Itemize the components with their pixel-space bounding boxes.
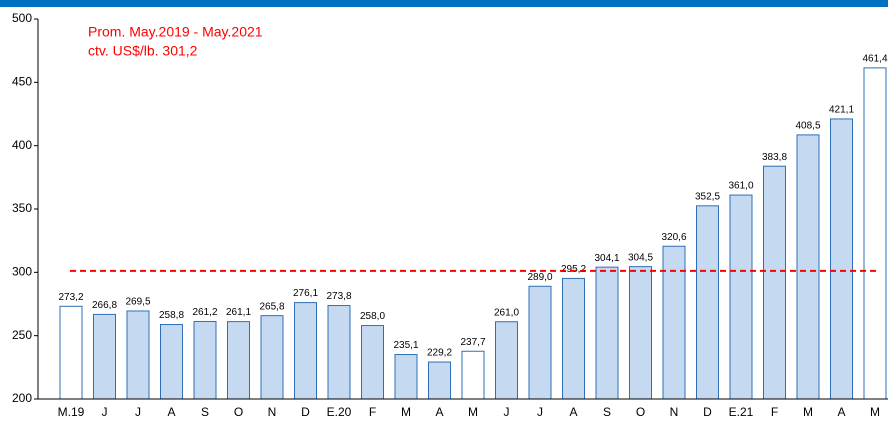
- x-tick-label: D: [301, 405, 310, 419]
- value-label: 421,1: [829, 105, 854, 116]
- value-label: 258,8: [159, 310, 184, 321]
- value-label: 295,2: [561, 264, 586, 275]
- x-tick-label: F: [369, 405, 376, 419]
- y-tick-label: 300: [12, 265, 32, 279]
- value-label: 261,0: [494, 307, 519, 318]
- bar: [93, 313, 116, 400]
- bar: [394, 354, 418, 400]
- y-tick-label: 500: [12, 11, 32, 25]
- value-label: 461,4: [862, 54, 887, 65]
- value-label: 408,5: [795, 121, 820, 132]
- x-tick-label: J: [135, 405, 141, 419]
- value-label: 265,8: [259, 301, 284, 312]
- value-label: 269,5: [125, 297, 150, 308]
- bar: [294, 302, 317, 400]
- x-tick-label: J: [102, 405, 108, 419]
- x-tick-label: S: [201, 405, 209, 419]
- value-label: 273,8: [326, 291, 351, 302]
- x-tick-label: N: [670, 405, 679, 419]
- bar: [528, 285, 552, 400]
- x-tick-label: O: [636, 405, 645, 419]
- bar: [59, 305, 83, 400]
- bar: [629, 266, 652, 400]
- value-label: 229,2: [427, 348, 452, 359]
- x-tick-label: A: [569, 405, 577, 419]
- bar: [729, 194, 753, 400]
- bar: [595, 266, 619, 400]
- bar: [327, 305, 351, 400]
- bar: [461, 350, 485, 400]
- value-label: 304,1: [594, 253, 619, 264]
- value-label: 352,5: [695, 191, 720, 202]
- x-tick-label: M: [468, 405, 478, 419]
- value-label: 383,8: [762, 152, 787, 163]
- x-tick-label: M: [870, 405, 880, 419]
- bar: [126, 310, 150, 400]
- x-tick-label: E.21: [729, 405, 754, 419]
- y-tick-label: 200: [12, 391, 32, 405]
- x-tick-label: S: [603, 405, 611, 419]
- annotation: ctv. US$/lb. 301,2: [88, 43, 198, 59]
- bar: [227, 321, 250, 400]
- bar: [863, 67, 887, 400]
- value-label: 361,0: [728, 181, 753, 192]
- x-tick-label: M: [803, 405, 813, 419]
- header-strip: [0, 0, 888, 7]
- x-tick-label: A: [435, 405, 443, 419]
- value-label: 273,2: [58, 292, 83, 303]
- x-tick-label: M.19: [58, 405, 85, 419]
- y-tick-label: 400: [12, 138, 32, 152]
- x-tick-label: N: [268, 405, 277, 419]
- y-tick-label: 350: [12, 201, 32, 215]
- value-label: 261,2: [192, 307, 217, 318]
- x-tick-label: J: [537, 405, 543, 419]
- x-tick-label: F: [771, 405, 778, 419]
- x-tick-label: M: [401, 405, 411, 419]
- bar: [830, 118, 853, 400]
- bar: [662, 245, 686, 400]
- bar: [696, 205, 719, 400]
- value-label: 320,6: [661, 232, 686, 243]
- bar: [193, 320, 217, 400]
- value-label: 276,1: [293, 288, 318, 299]
- value-label: 289,0: [527, 272, 552, 283]
- bar: [428, 361, 451, 400]
- x-tick-label: A: [837, 405, 845, 419]
- bar: [361, 325, 384, 400]
- bar: [495, 321, 518, 400]
- value-label: 304,5: [628, 252, 653, 263]
- bar: [160, 324, 183, 400]
- x-tick-label: E.20: [327, 405, 352, 419]
- annotation: Prom. May.2019 - May.2021: [88, 24, 263, 40]
- value-label: 266,8: [92, 300, 117, 311]
- x-tick-label: D: [703, 405, 712, 419]
- x-tick-label: J: [504, 405, 510, 419]
- bar: [796, 134, 820, 400]
- y-tick-label: 250: [12, 328, 32, 342]
- value-label: 258,0: [360, 311, 385, 322]
- x-tick-label: A: [167, 405, 175, 419]
- value-label: 237,7: [460, 337, 485, 348]
- value-label: 261,1: [226, 307, 251, 318]
- bar: [763, 165, 786, 400]
- value-label: 235,1: [393, 340, 418, 351]
- bar: [562, 277, 585, 400]
- bar: [260, 315, 284, 400]
- x-tick-label: O: [234, 405, 243, 419]
- y-tick-label: 450: [12, 75, 32, 89]
